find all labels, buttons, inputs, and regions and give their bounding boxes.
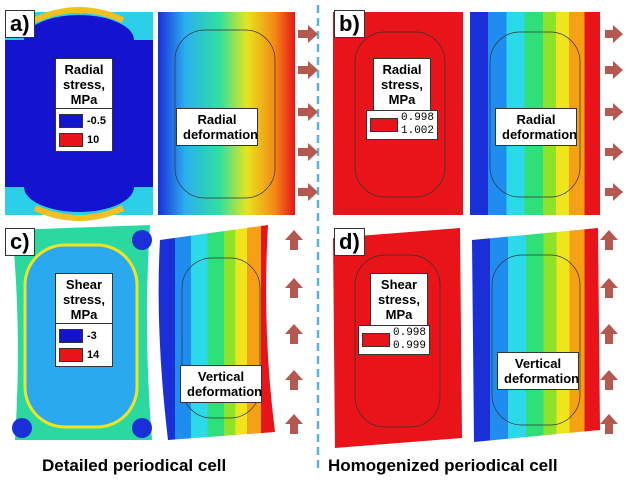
legend: -0.5 10 xyxy=(55,108,113,152)
panel-label: d) xyxy=(334,228,365,256)
caption: Detailed periodical cell xyxy=(42,456,226,476)
legend-value: 0.998 xyxy=(401,111,434,125)
legend: -3 14 xyxy=(55,323,113,367)
legend-value: -3 xyxy=(87,330,97,342)
caption: Homogenized periodical cell xyxy=(328,456,558,476)
panel-label: a) xyxy=(5,10,35,38)
legend: 0.998 1.002 xyxy=(366,110,438,140)
figure: a) Radial stress, MPa -0.5 10 Radial def… xyxy=(0,0,630,487)
deformation-label: Radial deformation xyxy=(176,108,258,146)
panel-c xyxy=(12,225,275,440)
stress-label: Shear stress, MPa xyxy=(370,273,428,326)
stress-label: Radial stress, MPa xyxy=(373,58,431,111)
legend-value: 0.999 xyxy=(393,339,426,353)
deformation-label: Vertical deformation xyxy=(497,352,579,390)
panel-label: b) xyxy=(334,10,365,38)
legend: 0.998 0.999 xyxy=(358,325,430,355)
legend-value: 1.002 xyxy=(401,124,434,138)
stress-label: Shear stress, MPa xyxy=(55,273,113,326)
legend-value: 14 xyxy=(87,349,99,361)
panel-label: c) xyxy=(5,228,35,256)
stress-label: Radial stress, MPa xyxy=(55,58,113,111)
legend-value: 0.998 xyxy=(393,326,426,340)
deformation-label: Radial deformation xyxy=(495,108,577,146)
deformation-label: Vertical deformation xyxy=(180,365,262,403)
legend-value: -0.5 xyxy=(87,115,106,127)
legend-value: 10 xyxy=(87,134,99,146)
